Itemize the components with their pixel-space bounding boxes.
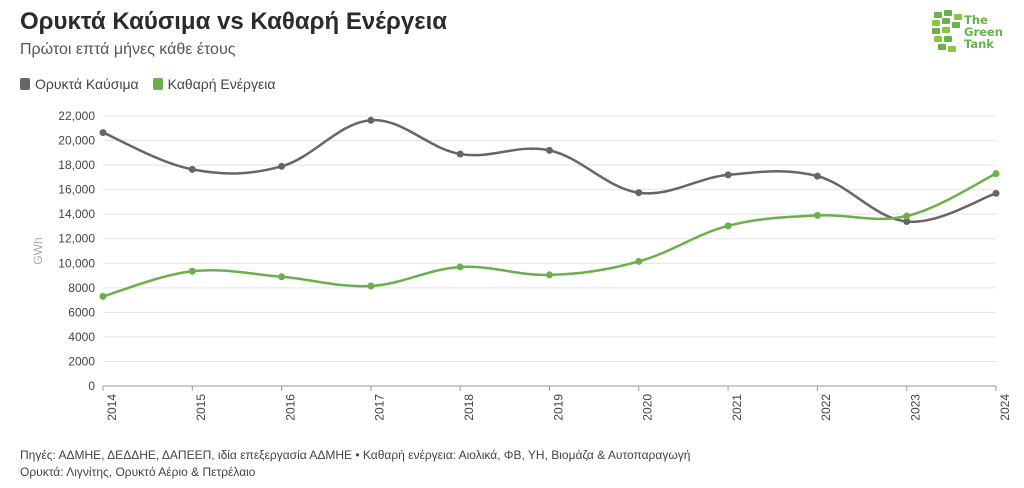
x-tick-label: 2024 bbox=[998, 394, 1012, 421]
y-axis-label: GWh bbox=[31, 237, 45, 264]
data-point-fossil bbox=[992, 189, 1000, 197]
logo-word-green: Green bbox=[964, 25, 1003, 39]
line-chart: 0 2000 4000 6000 8000 10,000 12,000 14,000 16,00… bbox=[31, 109, 1012, 421]
data-point-clean bbox=[724, 222, 732, 230]
footer-sources: Πηγές: ΑΔΜΗΕ, ΔΕΔΔΗΕ, ΔΑΠΕΕΠ, ιδία επεξε… bbox=[20, 448, 691, 462]
y-tick-label: 4000 bbox=[68, 330, 95, 344]
legend-item-clean[interactable]: Καθαρή Ενέργεια bbox=[152, 76, 276, 92]
x-tick-label: 2022 bbox=[819, 394, 833, 421]
chart-title: Ορυκτά Καύσιμα vs Καθαρή Ενέργεια bbox=[20, 8, 448, 35]
data-point-fossil bbox=[813, 172, 821, 180]
data-point-fossil bbox=[635, 189, 643, 197]
x-tick-label: 2020 bbox=[641, 394, 655, 421]
data-point-fossil bbox=[367, 116, 375, 124]
data-point-fossil bbox=[456, 150, 464, 158]
chart-subtitle: Πρώτοι επτά μήνες κάθε έτους bbox=[20, 41, 236, 58]
data-point-fossil bbox=[903, 218, 911, 226]
x-tick-label: 2019 bbox=[551, 394, 565, 421]
data-point-clean bbox=[99, 292, 107, 300]
x-tick-label: 2017 bbox=[373, 394, 387, 421]
legend-label-clean: Καθαρή Ενέργεια bbox=[167, 76, 276, 92]
y-tick-label: 14,000 bbox=[58, 207, 95, 221]
data-point-clean bbox=[546, 271, 553, 279]
chart-footer: Πηγές: ΑΔΜΗΕ, ΔΕΔΔΗΕ, ΔΑΠΕΕΠ, ιδία επεξε… bbox=[20, 447, 690, 481]
y-tick-label: 10,000 bbox=[58, 256, 95, 270]
series-line-fossil bbox=[101, 119, 998, 223]
green-tank-logo-text: The Green Tank bbox=[964, 14, 1003, 50]
x-tick-label: 2021 bbox=[730, 394, 744, 421]
green-tank-logo-mark bbox=[932, 10, 962, 52]
footer-fossil-definition: Ορυκτά: Λιγνίτης, Ορυκτό Αέριο & Πετρέλα… bbox=[20, 465, 256, 479]
data-point-clean bbox=[813, 211, 821, 219]
y-tick-label: 18,000 bbox=[58, 158, 95, 172]
data-point-clean bbox=[456, 263, 464, 271]
data-point-clean bbox=[903, 212, 911, 220]
legend-item-fossil[interactable]: Ορυκτά Καύσιμα bbox=[20, 76, 139, 92]
data-point-fossil bbox=[99, 129, 107, 137]
y-tick-label: 2000 bbox=[68, 354, 95, 368]
data-point-clean bbox=[188, 267, 196, 275]
y-tick-label: 0 bbox=[88, 379, 95, 393]
data-point-clean bbox=[367, 282, 375, 290]
data-point-clean bbox=[278, 273, 286, 281]
logo-word-the: The bbox=[964, 13, 988, 27]
x-tick-label: 2015 bbox=[194, 394, 208, 421]
x-tick-label: 2016 bbox=[283, 394, 297, 421]
x-tick-label: 2023 bbox=[908, 394, 922, 421]
y-tick-label: 20,000 bbox=[58, 134, 95, 148]
y-tick-label: 6000 bbox=[68, 305, 95, 319]
y-tick-label: 8000 bbox=[68, 281, 95, 295]
data-point-clean bbox=[635, 257, 643, 265]
data-point-fossil bbox=[278, 162, 286, 170]
legend-swatch-clean bbox=[152, 78, 163, 90]
logo-word-tank: Tank bbox=[964, 37, 994, 51]
data-point-fossil bbox=[188, 165, 196, 173]
y-tick-label: 12,000 bbox=[58, 232, 95, 246]
y-tick-label: 22,000 bbox=[58, 109, 95, 123]
x-tick-label: 2018 bbox=[462, 394, 476, 421]
legend: Ορυκτά Καύσιμα Καθαρή Ενέργεια bbox=[20, 76, 275, 92]
data-point-clean bbox=[992, 170, 1000, 178]
data-point-fossil bbox=[546, 146, 553, 154]
y-tick-label: 16,000 bbox=[58, 183, 95, 197]
green-tank-logo: The Green Tank bbox=[930, 8, 1010, 60]
data-point-fossil bbox=[724, 171, 732, 179]
legend-swatch-fossil bbox=[20, 78, 30, 90]
x-tick-label: 2014 bbox=[105, 394, 119, 421]
legend-label-fossil: Ορυκτά Καύσιμα bbox=[35, 76, 139, 92]
